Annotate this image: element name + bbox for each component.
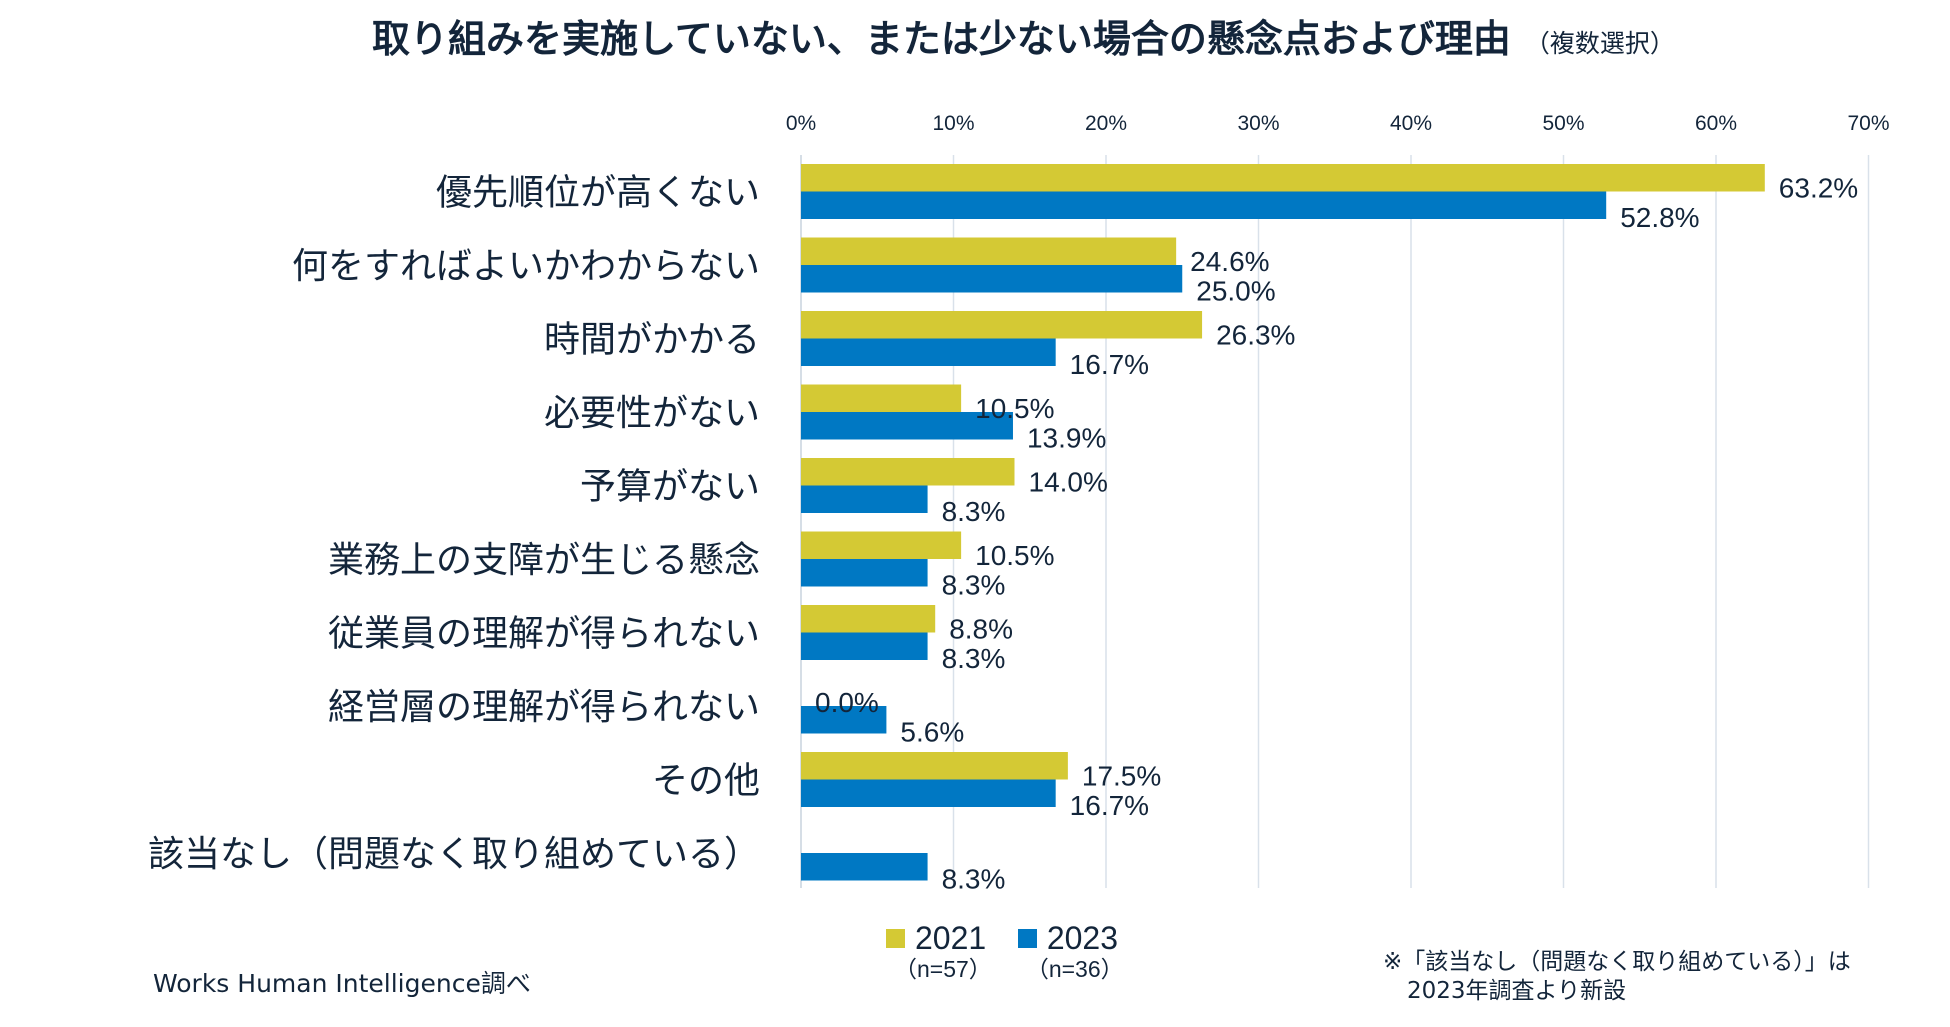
chart-title: 取り組みを実施していない、または少ない場合の懸念点および理由 （複数選択） <box>372 8 1675 63</box>
category-label: 従業員の理解が得られない <box>328 614 760 655</box>
bar-2023 <box>801 706 887 734</box>
value-label-2021: 63.2% <box>1779 173 1858 204</box>
value-label-2021: 17.5% <box>1082 761 1161 792</box>
category-label: 必要性がない <box>544 393 760 434</box>
bar-2021 <box>801 311 1203 339</box>
value-labels: 63.2% 24.6% 26.3% 10.5% 14.0% 10.5% 8.8% 0.0% 17… <box>815 173 1858 895</box>
value-label-2023: 8.3% <box>942 864 1006 895</box>
value-label-2021: 10.5% <box>975 393 1054 424</box>
x-tick-label: 30% <box>1237 112 1279 135</box>
category-label: 経営層の理解が得られない <box>328 687 760 728</box>
category-label: その他 <box>652 761 760 802</box>
value-label-2021: 8.8% <box>949 614 1013 645</box>
x-tick-label: 0% <box>786 112 816 135</box>
legend-item-2021: 2021 （n=57） <box>886 920 992 982</box>
x-tick-label: 70% <box>1847 112 1889 135</box>
bar-2023 <box>801 265 1183 293</box>
value-label-2021: 26.3% <box>1216 320 1295 351</box>
legend-n-2021: （n=57） <box>894 956 992 982</box>
bar-2023 <box>801 779 1056 807</box>
legend-label-2021: 2021 <box>915 920 987 956</box>
bar-2023 <box>801 632 928 660</box>
bar-2021 <box>801 384 962 412</box>
x-tick-label: 50% <box>1542 112 1584 135</box>
x-tick-label: 60% <box>1695 112 1737 135</box>
footnote-line-1: ※「該当なし（問題なく取り組めている）」は <box>1383 949 1851 975</box>
value-label-2023: 25.0% <box>1196 276 1275 307</box>
bar-2021 <box>801 164 1765 192</box>
value-label-2023: 52.8% <box>1620 202 1699 233</box>
value-label-2023: 13.9% <box>1027 423 1106 454</box>
bar-2023 <box>801 559 928 587</box>
category-label: 何をすればよいかわからない <box>292 246 760 287</box>
gridlines <box>800 155 1870 888</box>
bar-2021 <box>801 752 1068 780</box>
legend-label-2023: 2023 <box>1046 920 1118 956</box>
value-label-2021: 0.0% <box>815 687 879 718</box>
category-label: 該当なし（問題なく取り組めている） <box>148 834 760 875</box>
bar-2023 <box>801 338 1056 366</box>
chart-subtitle: （複数選択） <box>1524 29 1675 58</box>
category-label: 予算がない <box>580 467 760 508</box>
category-label: 時間がかかる <box>544 320 760 361</box>
legend-swatch-2021 <box>886 928 905 948</box>
bars <box>801 164 1765 881</box>
legend-item-2023: 2023 （n=36） <box>1017 920 1124 982</box>
value-label-2021: 24.6% <box>1190 246 1269 277</box>
category-label: 優先順位が高くない <box>436 173 760 214</box>
value-label-2021: 10.5% <box>975 540 1054 571</box>
legend-swatch-2023 <box>1017 928 1037 948</box>
bar-2023 <box>801 853 928 881</box>
value-label-2023: 8.3% <box>942 496 1006 527</box>
value-label-2021: 14.0% <box>1029 467 1108 498</box>
x-tick-label: 10% <box>932 112 974 135</box>
footnote-line-2: 2023年調査より新設 <box>1407 978 1627 1004</box>
bar-2021 <box>801 605 936 633</box>
bar-2021 <box>801 458 1015 486</box>
category-labels: 優先順位が高くない何をすればよいかわからない時間がかかる必要性がない予算がない業… <box>148 173 760 876</box>
bar-2023 <box>801 412 1013 440</box>
x-tick-label: 40% <box>1390 112 1432 135</box>
value-label-2023: 5.6% <box>900 717 964 748</box>
value-label-2023: 16.7% <box>1070 349 1149 380</box>
bar-2023 <box>801 191 1607 219</box>
x-axis-ticks: 0% 10% 20% 30% 40% 50% 60% 70% <box>786 112 1890 135</box>
source-credit: Works Human Intelligence調べ <box>153 969 531 998</box>
bar-2021 <box>801 237 1177 265</box>
legend-n-2023: （n=36） <box>1025 956 1124 982</box>
legend: 2021 （n=57） 2023 （n=36） <box>886 920 1124 982</box>
footnote: ※「該当なし（問題なく取り組めている）」は 2023年調査より新設 <box>1383 948 1851 1006</box>
bar-2021 <box>801 531 962 559</box>
category-label: 業務上の支障が生じる懸念 <box>328 540 760 581</box>
x-tick-label: 20% <box>1085 112 1127 135</box>
bar-2023 <box>801 485 928 513</box>
value-label-2023: 8.3% <box>942 570 1006 601</box>
chart-title-main: 取り組みを実施していない、または少ない場合の懸念点および理由 <box>372 17 1511 61</box>
value-label-2023: 8.3% <box>942 643 1006 674</box>
value-label-2023: 16.7% <box>1070 790 1149 821</box>
